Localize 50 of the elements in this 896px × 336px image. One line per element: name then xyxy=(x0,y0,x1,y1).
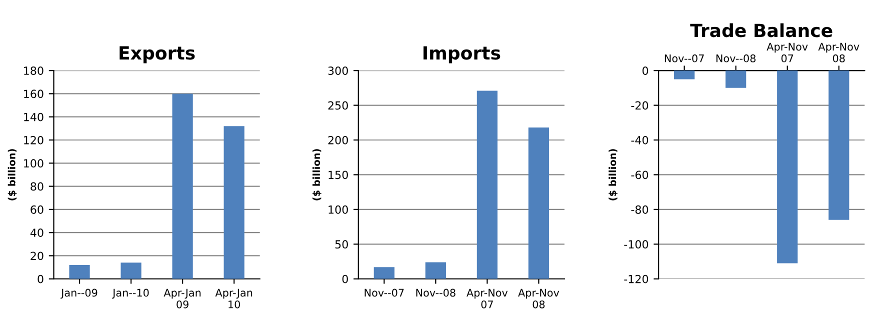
y-tick-label: 200 xyxy=(328,136,348,144)
x-tick-label: Nov--07 xyxy=(664,54,704,62)
bar xyxy=(528,128,550,279)
y-axis-title: ($ billion) xyxy=(8,149,17,200)
x-tick-label: Apr-Jan 09 xyxy=(164,288,201,308)
x-tick-label: Jan--10 xyxy=(112,288,149,299)
y-tick-label: 140 xyxy=(24,112,44,122)
x-tick-label: Nov--07 xyxy=(364,288,404,297)
x-tick-label: Apr-Nov 08 xyxy=(818,42,860,62)
bar xyxy=(476,90,498,279)
x-tick-label: Apr-Jan 10 xyxy=(215,288,252,308)
y-tick-label: 160 xyxy=(24,90,44,98)
y-tick-label: 20 xyxy=(30,252,44,260)
bar xyxy=(425,262,446,279)
y-tick-label: 120 xyxy=(24,136,44,144)
y-tick-label: -80 xyxy=(631,205,648,214)
y-tick-label: 50 xyxy=(335,240,348,249)
x-tick-label: Nov--08 xyxy=(416,288,456,297)
y-tick-label: 80 xyxy=(30,182,44,191)
y-tick-label: 100 xyxy=(328,205,348,214)
y-tick-label: -20 xyxy=(631,101,648,110)
y-tick-label: 300 xyxy=(328,66,348,75)
y-tick-label: 0 xyxy=(642,66,648,75)
y-tick-label: -120 xyxy=(624,274,648,284)
x-tick-label: Apr-Nov 07 xyxy=(766,42,808,62)
chart-title: Exports xyxy=(120,46,195,64)
y-tick-label: 250 xyxy=(328,101,348,110)
x-tick-label: Apr-Nov 07 xyxy=(466,288,508,308)
bar xyxy=(69,264,90,279)
x-tick-label: Jan--09 xyxy=(60,288,98,299)
y-tick-label: -60 xyxy=(631,170,648,180)
chart-title: Imports xyxy=(424,46,500,64)
y-tick-label: 60 xyxy=(30,205,44,214)
y-tick-label: -100 xyxy=(624,240,648,249)
x-tick-label: Nov--08 xyxy=(716,54,756,62)
y-tick-label: 150 xyxy=(328,170,348,180)
y-tick-label: 180 xyxy=(24,66,44,75)
y-axis-title: ($ billion) xyxy=(312,149,322,200)
y-tick-label: -40 xyxy=(631,136,648,144)
chart-title: Trade Balance xyxy=(690,23,832,38)
y-axis-title: ($ billion) xyxy=(608,149,618,200)
bar xyxy=(374,267,394,279)
bar xyxy=(120,262,142,279)
y-tick-label: 0 xyxy=(342,274,348,284)
y-tick-label: 100 xyxy=(24,159,44,168)
bar xyxy=(224,126,244,279)
y-tick-label: 0 xyxy=(38,274,44,284)
bar xyxy=(172,94,193,279)
x-tick-label: Apr-Nov 08 xyxy=(518,288,560,308)
y-tick-label: 40 xyxy=(30,228,44,237)
